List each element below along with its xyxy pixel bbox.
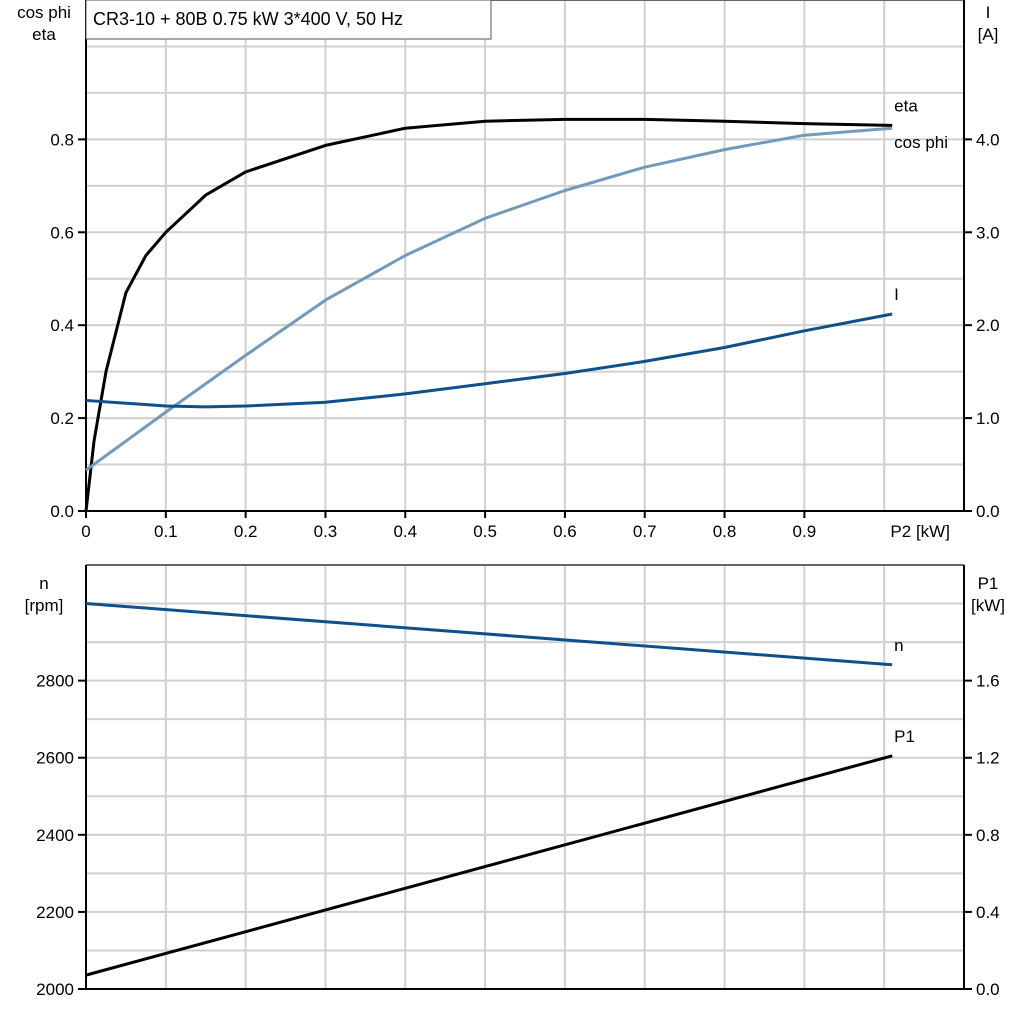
y-left-tick-label: 0.6: [50, 223, 74, 242]
y-left-tick-label: 2800: [36, 672, 74, 691]
y-right-axis-label: I: [986, 3, 991, 22]
y-right-axis-label: P1: [978, 574, 999, 593]
y-left-tick-label: 0.8: [50, 130, 74, 149]
x-tick-label: 0.8: [713, 522, 737, 541]
y-left-axis-label: eta: [32, 25, 56, 44]
x-tick-label: 0.5: [473, 522, 497, 541]
y-right-tick-label: 0.4: [976, 903, 1000, 922]
series-label-P1: P1: [894, 727, 915, 746]
series-label-eta: eta: [894, 96, 918, 115]
y-left-tick-label: 0.0: [50, 502, 74, 521]
series-line-n: [85, 602, 893, 667]
y-right-tick-label: 0.0: [976, 980, 1000, 999]
y-left-tick-label: 0.2: [50, 409, 74, 428]
top-panel-efficiency-current: 0.0 0.2 0.4 0.6 0.8 0.0 1.0 2.0 3.0 4.0 cos phi eta…: [17, 0, 1000, 541]
series-label-I: I: [894, 285, 899, 304]
y-right-axis-label: [A]: [978, 25, 999, 44]
y-right-axis-label: [kW]: [971, 596, 1005, 615]
x-tick-label: 0.3: [314, 522, 338, 541]
chart-title: CR3-10 + 80B 0.75 kW 3*400 V, 50 Hz: [93, 9, 403, 29]
x-tick-label: 0.6: [553, 522, 577, 541]
series-label-n: n: [894, 636, 903, 655]
y-right-tick-label: 4.0: [976, 130, 1000, 149]
series-line-eta: [84, 117, 893, 512]
y-left-tick-label: 0.4: [50, 316, 74, 335]
series-line-I: [85, 312, 893, 409]
series-line-P1: [85, 754, 893, 977]
y-left-tick-label: 2200: [36, 903, 74, 922]
series-line-cos-phi: [85, 126, 893, 472]
series-label-cos-phi: cos phi: [894, 133, 948, 152]
y-right-tick-label: 0.0: [976, 502, 1000, 521]
y-right-tick-label: 2.0: [976, 316, 1000, 335]
y-right-tick-label: 1.6: [976, 672, 1000, 691]
x-axis-label: P2 [kW]: [890, 522, 950, 541]
x-tick-label: 0.9: [793, 522, 817, 541]
x-tick-label: 0.2: [234, 522, 258, 541]
y-right-tick-label: 3.0: [976, 223, 1000, 242]
y-right-tick-label: 1.2: [976, 749, 1000, 768]
y-left-axis-label: cos phi: [17, 3, 71, 22]
x-tick-label: 0: [81, 522, 90, 541]
y-left-axis-label: [rpm]: [25, 596, 64, 615]
y-right-tick-label: 1.0: [976, 409, 1000, 428]
y-left-tick-label: 2000: [36, 980, 74, 999]
y-right-tick-label: 0.8: [976, 826, 1000, 845]
x-tick-label: 0.7: [633, 522, 657, 541]
x-tick-label: 0.1: [154, 522, 178, 541]
y-left-axis-label: n: [39, 574, 48, 593]
y-left-tick-label: 2400: [36, 826, 74, 845]
y-left-tick-label: 2600: [36, 749, 74, 768]
bottom-panel-speed-power: 2000 2200 2400 2600 2800 0.0 0.4 0.8 1.2 1.6 n [rpm…: [25, 564, 1005, 999]
x-tick-label: 0.4: [393, 522, 417, 541]
chart-title-box: CR3-10 + 80B 0.75 kW 3*400 V, 50 Hz: [85, 0, 492, 40]
